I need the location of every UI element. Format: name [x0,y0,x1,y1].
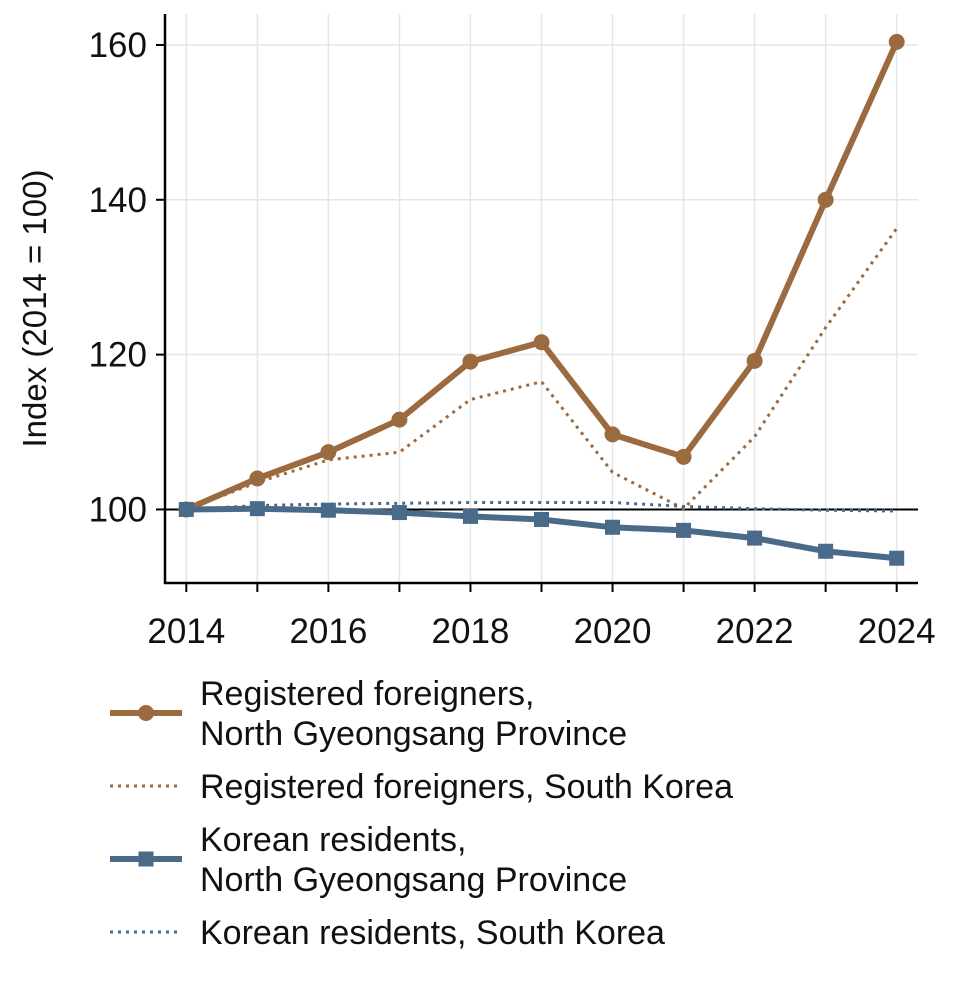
legend-marker-circle [138,705,154,721]
legend-entry-4: Korean residents, South Korea [110,914,665,952]
y-tick-label: 100 [89,490,147,529]
axes: 2014 2016 2018 2020 2022 2024 100 120 140 160 [89,14,936,651]
legend-marker-square [138,851,154,867]
data-point-circle [462,353,479,370]
data-point-circle [320,444,337,461]
data-point-circle [604,426,621,443]
data-point-square [249,501,265,517]
data-point-square [747,530,763,546]
series-4 [186,501,897,513]
legend-entry-1: Registered foreigners,North Gyeongsang P… [110,675,627,753]
data-point-circle [817,191,834,208]
legend-label: Korean residents, [200,821,467,859]
x-tick-label: 2024 [858,612,936,651]
data-point-circle [746,352,763,369]
x-tick-label: 2016 [289,612,367,651]
y-axis-title: Index (2014 = 100) [16,170,53,448]
data-point-circle [888,33,905,50]
data-point-square [676,522,692,538]
x-tick-label: 2022 [716,612,794,651]
data-point-square [391,505,407,521]
data-point-square [818,543,834,559]
y-tick-label: 120 [89,336,147,375]
grid-lines [165,14,918,583]
x-tick-label: 2014 [147,612,225,651]
data-point-square [889,550,905,566]
data-point-square [605,519,621,535]
legend: Registered foreigners,North Gyeongsang P… [110,675,733,952]
data-point-square [534,512,549,528]
legend-label: Registered foreigners, South Korea [200,768,733,806]
y-tick-label: 160 [89,26,147,65]
data-point-circle [249,470,266,487]
legend-label: North Gyeongsang Province [200,861,627,899]
legend-label: Registered foreigners, [200,675,535,713]
series-line [186,501,897,513]
data-point-circle [675,448,692,465]
data-point-square [462,508,478,524]
series-group [178,33,905,566]
data-point-square [320,502,336,518]
legend-entry-3: Korean residents,North Gyeongsang Provin… [110,821,627,899]
x-tick-label: 2020 [574,612,652,651]
legend-label: North Gyeongsang Province [200,715,627,753]
y-tick-label: 140 [89,181,147,220]
data-point-circle [391,411,408,428]
x-tick-label: 2018 [432,612,510,651]
legend-entry-2: Registered foreigners, South Korea [110,768,733,806]
legend-label: Korean residents, South Korea [200,914,665,952]
data-point-circle [533,334,550,351]
